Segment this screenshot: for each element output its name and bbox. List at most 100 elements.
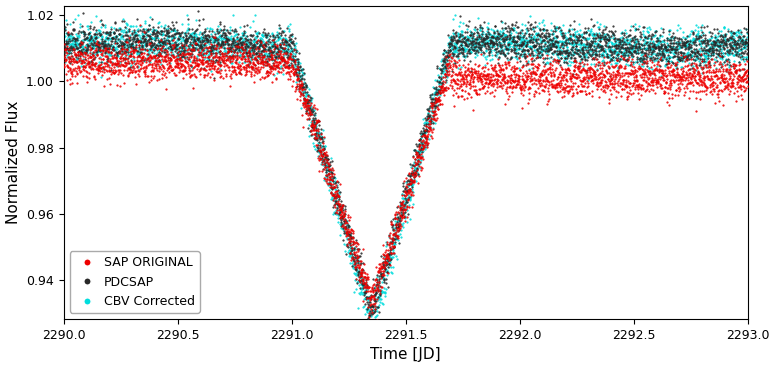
SAP ORIGINAL	[669, 62, 681, 68]
SAP ORIGINAL	[561, 70, 574, 76]
SAP ORIGINAL	[239, 56, 251, 62]
SAP ORIGINAL	[501, 79, 513, 85]
CBV Corrected	[307, 111, 319, 117]
CBV Corrected	[177, 35, 189, 40]
CBV Corrected	[613, 42, 625, 47]
CBV Corrected	[613, 45, 625, 50]
CBV Corrected	[636, 59, 648, 65]
CBV Corrected	[581, 43, 594, 49]
SAP ORIGINAL	[522, 84, 535, 90]
PDCSAP	[460, 42, 472, 48]
SAP ORIGINAL	[69, 51, 81, 57]
PDCSAP	[631, 56, 643, 62]
CBV Corrected	[251, 33, 264, 39]
SAP ORIGINAL	[623, 89, 636, 95]
SAP ORIGINAL	[435, 84, 447, 90]
PDCSAP	[444, 36, 456, 42]
PDCSAP	[415, 145, 427, 151]
PDCSAP	[322, 167, 335, 173]
CBV Corrected	[236, 30, 248, 36]
PDCSAP	[126, 45, 139, 50]
SAP ORIGINAL	[725, 83, 738, 89]
PDCSAP	[94, 45, 106, 51]
SAP ORIGINAL	[304, 109, 316, 115]
CBV Corrected	[274, 40, 287, 46]
SAP ORIGINAL	[492, 72, 505, 78]
CBV Corrected	[639, 45, 652, 51]
SAP ORIGINAL	[152, 54, 164, 60]
PDCSAP	[111, 50, 123, 56]
PDCSAP	[212, 36, 224, 42]
PDCSAP	[86, 45, 98, 50]
SAP ORIGINAL	[562, 90, 574, 96]
CBV Corrected	[607, 31, 619, 37]
PDCSAP	[357, 280, 370, 286]
PDCSAP	[315, 125, 327, 131]
SAP ORIGINAL	[737, 78, 749, 84]
CBV Corrected	[694, 43, 707, 49]
SAP ORIGINAL	[474, 71, 487, 77]
PDCSAP	[697, 65, 709, 71]
SAP ORIGINAL	[290, 66, 302, 72]
PDCSAP	[508, 22, 521, 28]
SAP ORIGINAL	[246, 66, 258, 71]
PDCSAP	[91, 43, 104, 49]
PDCSAP	[331, 202, 343, 208]
CBV Corrected	[175, 63, 188, 69]
CBV Corrected	[85, 46, 98, 52]
PDCSAP	[351, 246, 363, 252]
SAP ORIGINAL	[283, 56, 295, 62]
PDCSAP	[609, 38, 622, 44]
CBV Corrected	[113, 36, 126, 42]
PDCSAP	[474, 45, 486, 50]
PDCSAP	[246, 52, 258, 57]
CBV Corrected	[691, 52, 704, 58]
PDCSAP	[508, 39, 521, 45]
SAP ORIGINAL	[687, 66, 700, 72]
CBV Corrected	[688, 50, 701, 56]
PDCSAP	[538, 37, 550, 43]
PDCSAP	[381, 256, 393, 262]
CBV Corrected	[295, 67, 308, 73]
PDCSAP	[329, 210, 341, 216]
SAP ORIGINAL	[632, 86, 644, 92]
CBV Corrected	[339, 225, 352, 231]
SAP ORIGINAL	[681, 77, 694, 83]
CBV Corrected	[121, 21, 133, 26]
SAP ORIGINAL	[414, 159, 426, 165]
CBV Corrected	[91, 49, 103, 54]
CBV Corrected	[296, 66, 308, 72]
CBV Corrected	[265, 51, 277, 57]
SAP ORIGINAL	[250, 70, 263, 75]
PDCSAP	[67, 35, 80, 41]
PDCSAP	[130, 32, 143, 38]
CBV Corrected	[725, 42, 737, 47]
PDCSAP	[474, 46, 486, 52]
SAP ORIGINAL	[553, 74, 565, 80]
CBV Corrected	[594, 32, 606, 38]
PDCSAP	[588, 31, 601, 37]
CBV Corrected	[130, 30, 143, 36]
SAP ORIGINAL	[552, 79, 564, 85]
SAP ORIGINAL	[536, 82, 549, 88]
PDCSAP	[157, 40, 169, 46]
SAP ORIGINAL	[290, 84, 302, 90]
CBV Corrected	[594, 43, 607, 49]
CBV Corrected	[436, 74, 449, 79]
PDCSAP	[558, 32, 570, 38]
CBV Corrected	[75, 29, 88, 35]
CBV Corrected	[181, 36, 193, 42]
CBV Corrected	[602, 48, 615, 54]
PDCSAP	[209, 57, 222, 63]
CBV Corrected	[500, 43, 512, 49]
CBV Corrected	[177, 30, 190, 36]
CBV Corrected	[58, 59, 71, 65]
PDCSAP	[543, 44, 556, 50]
SAP ORIGINAL	[673, 86, 686, 92]
PDCSAP	[246, 33, 258, 39]
SAP ORIGINAL	[686, 72, 698, 78]
CBV Corrected	[243, 42, 255, 48]
SAP ORIGINAL	[336, 212, 349, 218]
SAP ORIGINAL	[685, 73, 698, 79]
PDCSAP	[95, 40, 108, 46]
